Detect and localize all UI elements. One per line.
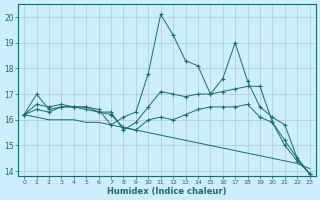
X-axis label: Humidex (Indice chaleur): Humidex (Indice chaleur)	[107, 187, 227, 196]
